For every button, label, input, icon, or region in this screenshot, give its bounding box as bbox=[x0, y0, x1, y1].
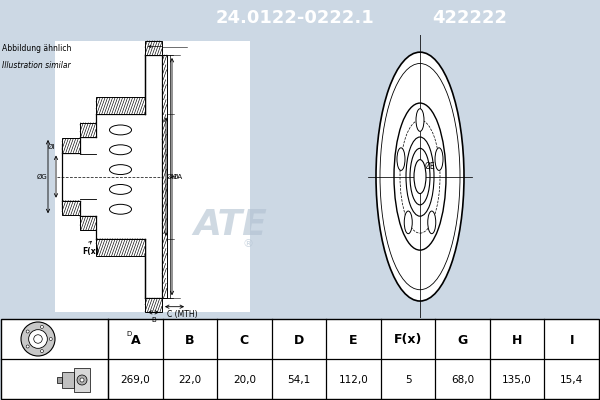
Bar bbox=[57, 377, 62, 383]
Bar bbox=[96, 98, 145, 114]
Text: D: D bbox=[294, 334, 304, 346]
Text: I: I bbox=[569, 334, 574, 346]
Text: G: G bbox=[457, 334, 468, 346]
Circle shape bbox=[49, 338, 52, 340]
Text: 135,0: 135,0 bbox=[502, 375, 532, 385]
Text: 15,4: 15,4 bbox=[560, 375, 583, 385]
Text: C (MTH): C (MTH) bbox=[167, 310, 197, 318]
Bar bbox=[80, 216, 96, 230]
Circle shape bbox=[29, 330, 47, 348]
Text: ®: ® bbox=[431, 231, 442, 241]
Circle shape bbox=[80, 378, 84, 382]
Text: A: A bbox=[130, 334, 140, 346]
Text: ØH: ØH bbox=[167, 174, 178, 180]
Text: 112,0: 112,0 bbox=[338, 375, 368, 385]
Bar bbox=[62, 201, 80, 215]
Circle shape bbox=[435, 148, 443, 170]
Text: 269,0: 269,0 bbox=[121, 375, 150, 385]
Ellipse shape bbox=[109, 204, 131, 214]
Bar bbox=[62, 372, 74, 388]
Bar bbox=[62, 138, 80, 152]
Ellipse shape bbox=[109, 184, 131, 194]
Text: D: D bbox=[127, 331, 131, 337]
Bar bbox=[74, 368, 90, 392]
Text: 24.0122-0222.1: 24.0122-0222.1 bbox=[215, 9, 374, 26]
Circle shape bbox=[404, 211, 412, 234]
Circle shape bbox=[40, 350, 43, 353]
Circle shape bbox=[414, 160, 426, 194]
Bar bbox=[145, 41, 162, 55]
Bar bbox=[145, 298, 162, 312]
Text: ATE: ATE bbox=[381, 202, 449, 236]
Circle shape bbox=[26, 345, 29, 348]
Circle shape bbox=[380, 64, 460, 290]
Bar bbox=[96, 239, 145, 256]
Text: C: C bbox=[240, 334, 249, 346]
Text: 54,1: 54,1 bbox=[287, 375, 311, 385]
Circle shape bbox=[34, 335, 42, 343]
Circle shape bbox=[40, 325, 43, 328]
Text: F(x): F(x) bbox=[394, 334, 422, 346]
Text: Abbildung ähnlich: Abbildung ähnlich bbox=[2, 44, 71, 53]
Text: ØI: ØI bbox=[47, 144, 55, 150]
Text: 5: 5 bbox=[405, 375, 412, 385]
Text: ®: ® bbox=[242, 240, 254, 250]
Ellipse shape bbox=[109, 165, 131, 174]
Text: H: H bbox=[512, 334, 523, 346]
Text: E: E bbox=[349, 334, 358, 346]
Text: ATE: ATE bbox=[193, 208, 267, 242]
Text: 422222: 422222 bbox=[433, 9, 508, 26]
Text: 20,0: 20,0 bbox=[233, 375, 256, 385]
Text: Illustration similar: Illustration similar bbox=[2, 61, 71, 70]
Text: 68,0: 68,0 bbox=[451, 375, 474, 385]
Text: ØE: ØE bbox=[425, 162, 436, 171]
Ellipse shape bbox=[109, 125, 131, 135]
Text: B: B bbox=[185, 334, 194, 346]
Bar bbox=[55, 41, 250, 312]
Bar bbox=[162, 55, 167, 298]
Circle shape bbox=[394, 103, 446, 250]
Bar bbox=[80, 123, 96, 137]
Circle shape bbox=[410, 148, 430, 205]
Circle shape bbox=[376, 52, 464, 301]
Circle shape bbox=[77, 375, 87, 385]
Circle shape bbox=[416, 109, 424, 131]
Text: ØA: ØA bbox=[173, 174, 183, 180]
Circle shape bbox=[21, 322, 55, 356]
Ellipse shape bbox=[109, 145, 131, 155]
Circle shape bbox=[428, 211, 436, 234]
Text: B: B bbox=[151, 316, 156, 322]
Circle shape bbox=[26, 330, 29, 333]
Circle shape bbox=[406, 137, 434, 216]
Text: F(x): F(x) bbox=[82, 247, 99, 256]
Text: ØG: ØG bbox=[36, 174, 47, 180]
Circle shape bbox=[397, 148, 405, 170]
Text: 22,0: 22,0 bbox=[178, 375, 202, 385]
